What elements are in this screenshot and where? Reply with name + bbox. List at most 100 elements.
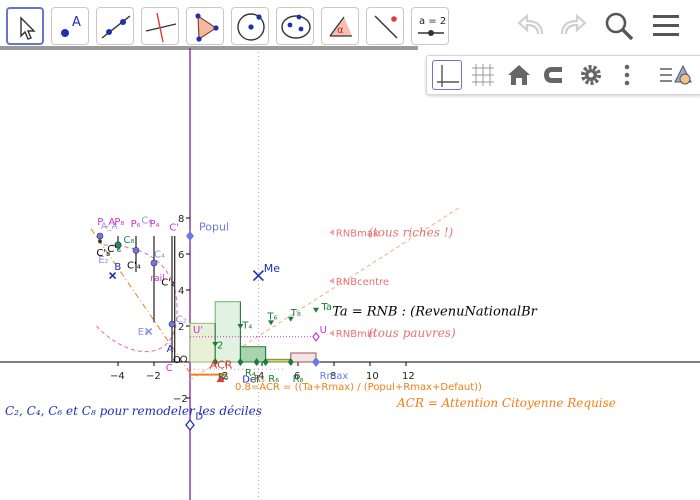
rail-curve xyxy=(96,244,178,353)
graphics-style-bar xyxy=(426,55,700,95)
r8-label: R₈ xyxy=(293,374,304,385)
d-label: D xyxy=(195,412,203,423)
angle-tool[interactable]: α xyxy=(321,7,359,45)
x-tick-label: 6 xyxy=(294,371,300,382)
rmax-point[interactable] xyxy=(312,357,320,367)
point-capturing-button[interactable] xyxy=(540,60,570,90)
hamburger-menu-icon[interactable] xyxy=(651,12,681,40)
ellipse-tool[interactable] xyxy=(276,7,314,45)
r-point[interactable] xyxy=(253,358,260,366)
decile-bar-4 xyxy=(265,358,292,363)
tous-riches-label: (tous riches !) xyxy=(368,225,453,239)
r-point[interactable] xyxy=(262,358,269,366)
t4-point[interactable] xyxy=(237,324,244,329)
search-icon[interactable] xyxy=(603,10,635,42)
t8-point[interactable] xyxy=(287,316,294,322)
c2-point[interactable] xyxy=(168,320,176,328)
y-tick-label: 4 xyxy=(178,286,184,297)
move-tool[interactable] xyxy=(6,7,44,45)
c-prime6-label: C'₆ xyxy=(107,244,121,255)
b-label: B xyxy=(114,262,121,273)
svg-text:α: α xyxy=(337,25,344,36)
t2-point[interactable] xyxy=(212,342,219,347)
c6-label: C₆ xyxy=(141,215,152,226)
d-point[interactable] xyxy=(185,418,195,432)
popul-point[interactable] xyxy=(186,231,194,241)
u-point[interactable] xyxy=(312,331,320,342)
slider-icon: a = 2 xyxy=(418,16,446,36)
a-label: A xyxy=(167,344,174,355)
c4-point[interactable] xyxy=(150,259,158,267)
r6-label: R₆ xyxy=(268,374,279,385)
c2-label: C₂ xyxy=(176,314,187,325)
b-point[interactable] xyxy=(109,272,117,280)
gear-icon xyxy=(581,65,601,85)
r-point[interactable] xyxy=(237,358,244,366)
rmax-label: Rmax xyxy=(320,371,349,382)
redo-icon[interactable] xyxy=(555,10,589,42)
svg-text:A: A xyxy=(72,15,81,30)
acr-label: ACR xyxy=(210,358,233,371)
slider-tool[interactable]: a = 2 xyxy=(411,7,449,45)
e2-label: E₂ xyxy=(98,255,108,266)
y-tick-label: −2 xyxy=(173,394,188,405)
polygon-tool[interactable] xyxy=(186,7,224,45)
perpendicular-line-tool[interactable] xyxy=(141,7,179,45)
polygon-icon xyxy=(195,13,219,42)
e1-label: E₁ xyxy=(138,327,148,338)
style-bar-toggle-button[interactable] xyxy=(657,60,695,90)
c6-point[interactable] xyxy=(132,247,140,254)
reflect-tool[interactable] xyxy=(366,7,404,45)
decile-bar-5 xyxy=(290,352,317,363)
diagonal-dash-line xyxy=(189,206,461,381)
c8-point[interactable] xyxy=(114,241,122,249)
x-tick-label: 10 xyxy=(366,371,379,382)
acr-definition-label: ACR = Attention Citoyenne Requise xyxy=(396,396,616,410)
point-icon: A xyxy=(61,15,81,37)
ta-point[interactable] xyxy=(313,307,319,313)
graphics-view[interactable]: −4 −2 2 4 6 8 10 12 8 6 4 2 −2 Popul Me RNBmax RNBcentre… xyxy=(0,48,700,500)
rnbcentre-marker xyxy=(329,278,334,284)
rnbmin-label: RNBmin xyxy=(336,329,376,340)
home-view-button[interactable] xyxy=(504,60,534,90)
c-prime8-point[interactable] xyxy=(98,239,102,244)
rnbmax-marker xyxy=(329,229,334,236)
me-point[interactable] xyxy=(252,270,264,282)
circle-center-point-tool[interactable] xyxy=(231,7,269,45)
t6-point[interactable] xyxy=(268,320,274,326)
more-options-button[interactable] xyxy=(612,60,642,90)
o-point[interactable] xyxy=(180,355,188,363)
popul-label: Popul xyxy=(199,221,229,234)
c8-label: C₈ xyxy=(123,235,134,246)
r-point[interactable] xyxy=(287,358,294,366)
grid-toggle-button[interactable] xyxy=(468,60,498,90)
rail-label: rail xyxy=(150,274,164,284)
c-prime8-label: C'₈ xyxy=(96,248,110,259)
r4-label: R₄ xyxy=(245,368,256,379)
me-label: Me xyxy=(264,262,280,275)
x-tick-label: 2 xyxy=(222,371,228,382)
a-a-point[interactable] xyxy=(96,232,104,240)
e1-point[interactable] xyxy=(145,327,153,335)
axes-toggle-button[interactable] xyxy=(432,60,462,90)
line-tool[interactable] xyxy=(96,7,134,45)
t2-label: 2 xyxy=(217,341,223,352)
acr-formula-label: 0.8=ACR = ((Ta+Rmax) / (Popul+Rmax+Defau… xyxy=(235,382,482,393)
home-icon xyxy=(508,65,530,85)
u-prime-label: U' xyxy=(193,325,203,336)
undo-icon[interactable] xyxy=(515,10,549,42)
r-point[interactable] xyxy=(212,358,219,366)
graphics-settings-button[interactable] xyxy=(576,60,606,90)
x-tick-label: −2 xyxy=(146,371,161,382)
toolbar: A α a = 2 xyxy=(0,0,700,50)
circle-icon xyxy=(237,13,265,41)
ellipse-icon xyxy=(281,14,311,39)
toolbar-divider xyxy=(0,46,418,50)
x-tick-label: −4 xyxy=(110,371,125,382)
def-label: Def xyxy=(242,375,260,386)
r2-label: R₂ xyxy=(218,372,229,383)
p8-label: P₈ xyxy=(114,217,124,228)
p4-label: P₄ xyxy=(150,219,160,230)
point-tool[interactable]: A xyxy=(51,7,89,45)
c-prime-label: C' xyxy=(169,223,179,234)
